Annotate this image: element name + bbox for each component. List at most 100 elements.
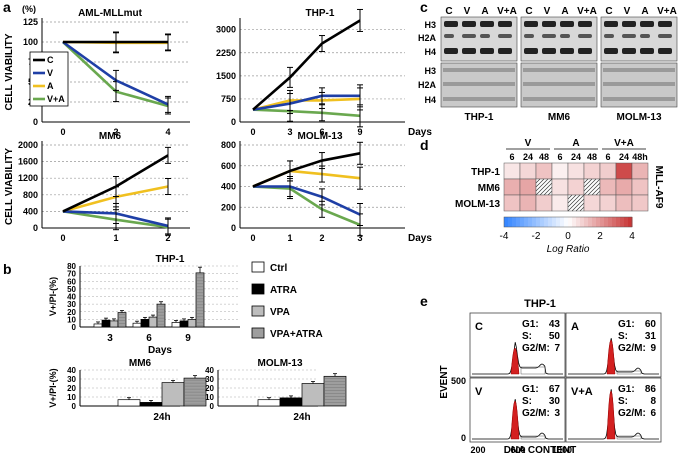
heatmap-hatch [591,186,601,196]
y-tick-label: 0 [72,402,77,411]
x-tick-label: 600 [510,445,525,455]
flow-panel-label: V [475,386,483,398]
y-tick-label: 0 [72,323,77,332]
colorbar-segment [604,217,609,227]
y-tick-label: 500 [451,376,466,386]
panel-label-b: b [3,261,12,277]
y-tick-label: 0 [461,433,466,443]
heatmap-cell [519,178,537,196]
colorbar-segment [616,217,621,227]
panel-label-c: c [420,0,428,15]
y-tick-label: 10 [205,393,214,402]
heatmap-hatch [571,198,585,212]
heatmap-cell [567,178,585,196]
x-tick-label: 0 [250,127,255,137]
legend-swatch [251,283,265,295]
band [622,34,636,38]
colorbar-segment [532,217,537,227]
colorbar-segment [580,217,585,227]
heatmap-hatch [567,194,573,200]
legend-label: C [47,55,54,65]
band [443,82,515,86]
heatmap-hatch [535,178,553,196]
bar-vpa [109,320,119,328]
band [480,34,490,38]
series-line-c [252,152,361,188]
x-tick-label: 9 [357,127,362,137]
band [542,34,556,38]
s-phase-region [520,435,546,440]
series-line-c [252,19,361,111]
y-tick-label: 2250 [216,48,236,58]
bar-atra [140,319,150,328]
panel-label-a: a [3,0,11,15]
x-tick-label: 1 [113,233,118,243]
band [658,34,672,38]
band [462,21,476,27]
heatmap-cell [519,162,537,180]
heatmap-hatch [583,178,601,196]
flow-panel-label: A [571,321,579,333]
heatmap-hatch [567,194,577,204]
heatmap-cell [631,178,649,196]
colorbar-segment [540,217,545,227]
band [640,21,654,27]
colorbar-segment [568,217,573,227]
band [462,48,476,54]
y-tick-label: 800 [221,140,236,150]
panel-label-e: e [420,293,428,309]
colorbar-segment [560,217,565,227]
colorbar-segment [528,217,533,227]
bar-ctrl [93,323,103,328]
s-value: 31 [645,331,657,342]
group-label: A [572,138,579,149]
heatmap-cell [519,194,537,212]
g2-value: 3 [554,408,560,419]
heatmap-cell [503,194,521,212]
flow-panel-label: C [475,321,483,333]
y-tick-label: 0 [33,117,38,127]
heatmap-cell [551,178,569,196]
heatmap-cell [599,162,617,180]
g1-value: 43 [549,319,561,330]
timepoint-label: 48h [632,152,648,162]
band [498,21,512,27]
row-label: THP-1 [471,167,500,178]
colorbar-segment [628,217,633,227]
x-axis-label: Days [408,127,432,138]
legend-swatch [251,305,265,317]
bar-ctrl [117,399,141,407]
band [498,48,512,54]
band [498,34,512,38]
s-value: 8 [650,396,656,407]
y-axis-label: EVENT [439,365,450,398]
y-tick-label: 600 [221,161,236,171]
heatmap-cell [551,162,569,180]
heatmap-cell [567,162,585,180]
g1-value: 67 [549,384,561,395]
panel-label-d: d [420,137,429,153]
heatmap-cell [503,162,521,180]
x-tick-label: 6 [319,127,324,137]
bar-atra [279,397,303,407]
s-label: S: [522,396,532,407]
band [560,48,574,54]
band [524,34,534,38]
lane-label: V+A [497,6,517,17]
heatmap-hatch [535,178,545,188]
heatmap-hatch [583,178,593,188]
colorbar-segment [612,217,617,227]
band [578,34,592,38]
heatmap-hatch [543,186,553,196]
colorbar-segment [596,217,601,227]
s-phase-region [520,366,546,375]
heatmap-hatch [595,190,601,196]
y-tick-label: 1200 [18,173,38,183]
y-tick-label: 400 [221,182,236,192]
y-tick-label: 50 [67,285,76,294]
y-tick-label: 3000 [216,25,236,35]
category-label: 24h [153,412,170,423]
